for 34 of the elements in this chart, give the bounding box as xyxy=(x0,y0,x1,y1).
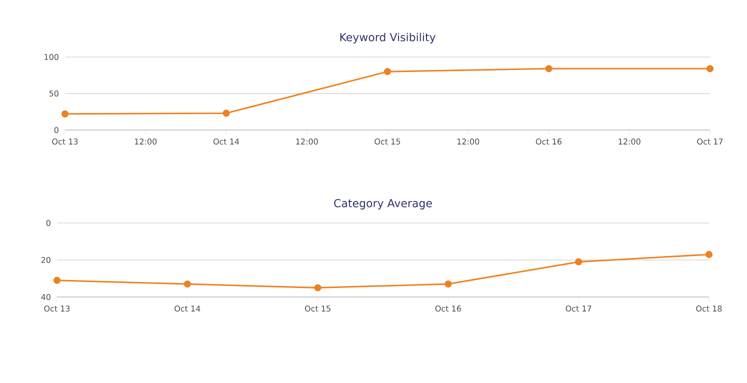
point xyxy=(61,110,69,118)
x-tick-label: Oct 13 xyxy=(44,306,70,312)
chart-title: Category Average xyxy=(334,199,432,210)
x-tick-label: Oct 13 xyxy=(52,138,78,145)
point xyxy=(706,65,714,72)
point xyxy=(314,284,322,292)
y-tick-label: 50 xyxy=(49,90,58,97)
x-tick-label: Oct 16 xyxy=(435,306,461,312)
point xyxy=(575,258,582,266)
x-tick-label: Oct 15 xyxy=(374,138,400,145)
y-tick-label: 40 xyxy=(41,294,50,300)
x-tick-label: 12:00 xyxy=(296,138,318,145)
point xyxy=(384,68,392,76)
x-tick-label: Oct 18 xyxy=(696,306,722,312)
x-tick-label: Oct 15 xyxy=(304,306,330,312)
chart-title: Keyword Visibility xyxy=(340,32,436,44)
x-tick-label: Oct 14 xyxy=(213,138,240,145)
x-tick-label: 12:00 xyxy=(618,138,640,145)
y-tick-label: 0 xyxy=(46,220,50,226)
point xyxy=(53,276,61,284)
point xyxy=(184,280,191,288)
x-tick-label: 12:00 xyxy=(457,138,480,145)
point xyxy=(444,280,452,288)
x-tick-label: Oct 16 xyxy=(536,138,562,145)
x-tick-label: Oct 17 xyxy=(697,138,723,145)
y-tick-label: 20 xyxy=(41,256,50,264)
y-tick-label: 0 xyxy=(54,126,58,134)
point xyxy=(545,65,552,72)
x-tick-label: 12:00 xyxy=(134,138,157,145)
x-tick-label: Oct 17 xyxy=(566,306,592,312)
point xyxy=(222,110,230,117)
x-tick-label: Oct 14 xyxy=(174,306,200,312)
point xyxy=(705,250,713,258)
y-tick-label: 100 xyxy=(44,54,58,60)
